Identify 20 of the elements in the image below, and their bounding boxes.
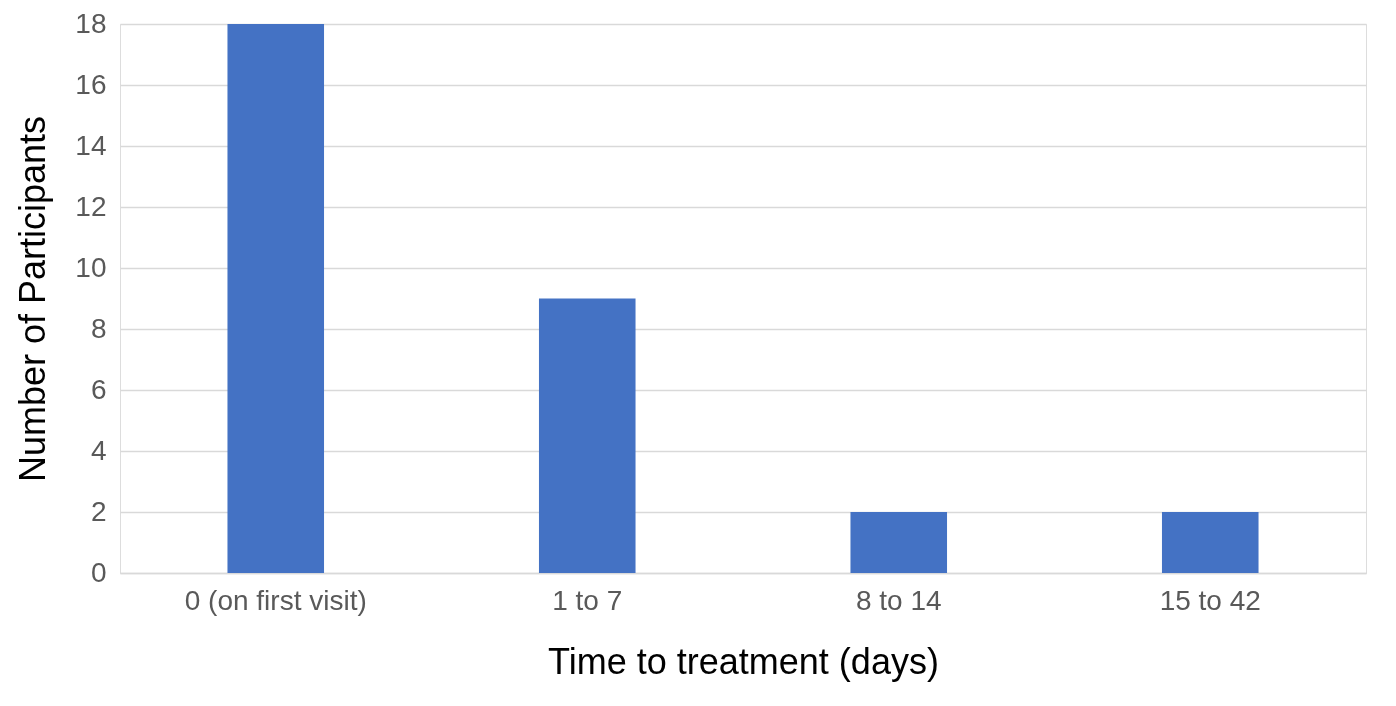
y-tick-label: 16 — [75, 68, 107, 100]
x-tick-label: 15 to 42 — [1159, 584, 1261, 616]
y-tick-label: 8 — [90, 312, 107, 344]
x-axis-title: Time to treatment (days) — [548, 640, 939, 682]
bar — [227, 24, 325, 573]
y-tick-label: 2 — [90, 495, 107, 527]
y-tick-label: 12 — [75, 190, 107, 222]
bar — [1161, 512, 1259, 573]
y-tick-label: 10 — [75, 251, 107, 283]
y-tick-label: 6 — [90, 373, 107, 405]
x-tick-label: 0 (on first visit) — [184, 584, 367, 616]
bar — [850, 512, 948, 573]
y-tick-label: 14 — [75, 129, 107, 161]
x-tick-label: 1 to 7 — [552, 584, 623, 616]
bar — [538, 298, 636, 573]
y-tick-label: 4 — [90, 434, 107, 466]
y-axis-title: Number of Participants — [12, 115, 54, 483]
y-tick-label: 18 — [75, 7, 107, 39]
x-tick-label: 8 to 14 — [855, 584, 942, 616]
y-tick-label: 0 — [90, 556, 107, 588]
